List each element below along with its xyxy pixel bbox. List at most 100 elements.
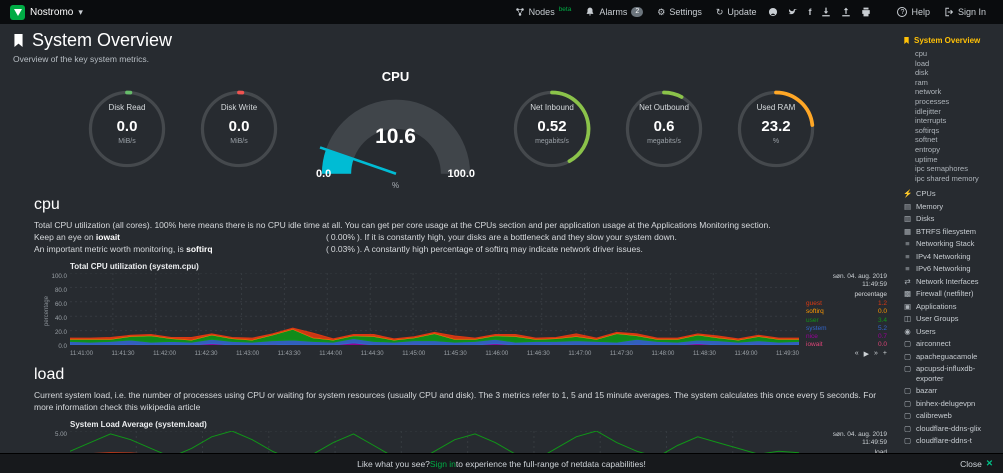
legend-item[interactable]: user 3.4 [806,317,887,325]
legend-item[interactable]: softirq 0.0 [806,308,887,316]
section-icon: ◉ [904,326,911,336]
sidebar-subitem[interactable]: ipc semaphores [915,164,968,174]
close-icon: ✕ [985,458,993,468]
printer-icon [862,7,871,17]
legend-item[interactable]: nice 0.7 [806,333,887,341]
sidebar-section[interactable]: ▤ Memory [903,202,999,212]
x-tick-label: 11:44:30 [360,350,384,357]
x-tick-label: 11:43:00 [236,350,260,357]
legend-item[interactable]: system 5.2 [806,325,887,333]
sidebar-section[interactable]: ▩ Firewall (netfilter) [903,289,999,299]
x-axis: 11:41:00 11:41:30 11:42:00 11:42:30 11:43:00… [70,351,799,358]
sidebar-subitem[interactable]: interrupts [915,116,947,126]
legend-series-value: 1.2 [877,300,887,307]
sidebar-subitem[interactable]: uptime [915,154,938,164]
legend-series-name: iowait [806,341,823,349]
page-header: System Overview [12,30,891,51]
footer-sign-in-link[interactable]: Sign in [429,458,456,469]
section-label: apacheguacamole [916,351,978,361]
sidebar-section[interactable]: ▢ binhex-delugevpn [903,399,999,409]
gauge-net-inbound[interactable]: Net Inbound 0.52 megabits/s [509,86,595,172]
chart-toolbar-button[interactable]: ▶ [863,350,869,358]
chart-toolbar-button[interactable]: « [854,349,859,357]
legend-item[interactable]: guest 1.2 [806,300,887,308]
twitter-button[interactable] [783,7,803,17]
legend-item[interactable]: iowait 0.0 [806,341,887,349]
gauge-used-ram[interactable]: Used RAM 23.2 % [733,86,819,172]
gauge-net-outbound[interactable]: Net Outbound 0.6 megabits/s [621,86,707,172]
help-button[interactable]: ? Help [890,7,937,17]
sidebar-section[interactable]: ▢ airconnect [903,339,999,349]
sidebar-subitem[interactable]: entropy [915,144,941,154]
page-subtitle: Overview of the key system metrics. [13,54,150,64]
sidebar-section[interactable]: ⇄ Network Interfaces [903,277,999,287]
gauge-disk-read[interactable]: Disk Read 0.0 MiB/s [84,86,170,172]
sidebar-section[interactable]: ▢ apacheguacamole [903,352,999,362]
sidebar-item-system-overview[interactable]: System Overview [903,36,999,45]
sidebar-subitem[interactable]: softnet [915,135,938,145]
gauge-range: 0.0 100.0 [308,168,483,180]
sidebar-section[interactable]: ▥ Disks [903,214,999,224]
gauge-disk-write[interactable]: Disk Write 0.0 MiB/s [196,86,282,172]
gauge-title: Disk Read [108,103,146,112]
gauge-title: Disk Write [220,103,258,112]
section-label: IPv4 Networking [916,251,971,261]
github-button[interactable] [763,7,783,17]
section-label: BTRFS filesystem [916,226,977,236]
softirq-value: 0.03% [330,244,355,254]
help-icon: ? [897,7,908,17]
sidebar-section[interactable]: ▣ Applications [903,302,999,312]
x-tick-label: 11:49:30 [776,350,799,357]
sidebar-section[interactable]: ≡ IPv4 Networking [903,252,999,262]
sidebar-subitem[interactable]: cpu [915,49,928,58]
section-icon: ▢ [903,351,912,361]
settings-button[interactable]: ⚙ Settings [657,6,702,18]
section-icon: ▩ [903,289,912,299]
sidebar-subitem[interactable]: softirqs [915,125,940,135]
section-label: Disks [916,214,935,224]
save-snapshot-button[interactable] [816,7,836,17]
sidebar-subitem[interactable]: processes [915,96,950,106]
bookmark-icon [904,37,909,44]
sidebar-section[interactable]: ▢ calibreweb [903,411,999,421]
load-snapshot-button[interactable] [836,7,856,17]
sidebar-subitem[interactable]: disk [915,68,929,78]
section-label: User Groups [916,314,959,324]
y-tick-label: 0.0 [58,342,67,350]
sidebar-section[interactable]: ▦ BTRFS filesystem [903,227,999,237]
sidebar-section[interactable]: ◫ User Groups [903,314,999,324]
sidebar-subitem[interactable]: ram [915,77,928,87]
y-axis: 100.0 80.0 60.0 40.0 20.0 0.0 [44,273,70,350]
wikipedia-link[interactable]: this wikipedia article [124,401,201,412]
chart-title: Total CPU utilization (system.cpu) [70,262,199,271]
sidebar-subitem[interactable]: load [915,58,930,68]
sidebar-section[interactable]: ≡ IPv6 Networking [903,264,999,274]
gauge-cpu[interactable]: CPU 10.6 0.0 100.0 % [308,69,483,190]
chart-toolbar-button[interactable]: + [882,349,887,357]
sidebar-section[interactable]: ▢ cloudflare-ddns-t [903,436,999,446]
sidebar-section[interactable]: ▢ bazarr [903,386,999,396]
section-icon: ▥ [903,214,912,224]
sidebar-section[interactable]: ⚡ CPUs [903,189,999,199]
sidebar-section[interactable]: ≡ Networking Stack [903,239,999,249]
banner-close-button[interactable]: Close ✕ [960,458,993,469]
facebook-button[interactable]: f [803,7,816,17]
nodes-button[interactable]: Nodes beta [508,6,579,17]
cpu-chart-plot[interactable] [70,273,799,345]
sidebar-subitem[interactable]: network [915,87,942,97]
legend-date: søn. 04. aug. 2019 [832,430,887,438]
sidebar-subitem[interactable]: ipc shared memory [915,173,979,183]
sidebar-section[interactable]: ▢ apcupsd-influxdb-exporter [903,364,999,383]
update-button[interactable]: ↻ Update [715,6,757,18]
print-button[interactable] [856,7,876,17]
x-tick-label: 11:46:30 [526,350,550,357]
sidebar-section[interactable]: ▢ cloudflare-ddns-glix [903,424,999,434]
sidebar-section[interactable]: ◉ Users [903,327,999,337]
sidebar-subitem[interactable]: idlejitter [915,106,941,116]
sign-in-button[interactable]: Sign In [937,7,993,17]
alarms-button[interactable]: Alarms 2 [578,7,650,17]
node-menu[interactable]: Nostromo ▾ [10,4,83,20]
chart-toolbar-button[interactable]: » [874,349,878,357]
chart-legend: søn. 04. aug. 2019 11:49:59 percentage g… [799,273,887,350]
cpu-description: Total CPU utilization (all cores). 100% … [34,220,771,230]
